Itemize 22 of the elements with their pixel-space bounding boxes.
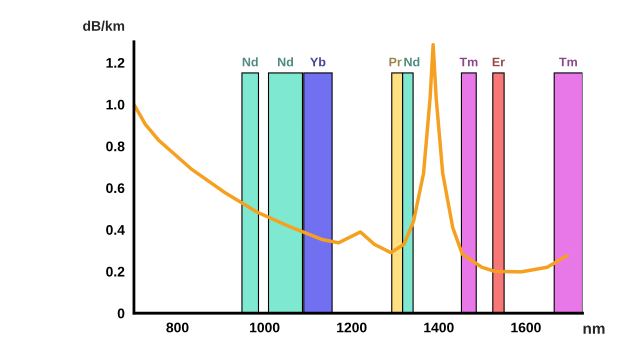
x-axis-title: nm [584, 326, 604, 334]
band-label: Tm [460, 58, 478, 66]
band-label: Tm [559, 58, 577, 66]
y-tick-label: 0.2 [106, 266, 124, 277]
y-tick-label: 1.2 [106, 58, 124, 68]
y-tick-label: 0.4 [106, 225, 125, 235]
y-tick-label: 0.8 [106, 141, 124, 152]
band-label: Pr [389, 58, 402, 66]
y-axis-title: dB/km [83, 20, 124, 32]
band-label: Nd [404, 57, 420, 66]
x-tick-label: 1600 [511, 322, 541, 332]
x-tick-label: 800 [166, 322, 189, 332]
x-tick-label: 1200 [337, 322, 367, 332]
x-tick-label: 1000 [250, 322, 280, 332]
band-label: Er [492, 58, 505, 66]
y-tick-label: 1.0 [106, 100, 124, 110]
band-label: Yb [310, 57, 326, 66]
x-tick-label: 1400 [424, 322, 454, 332]
y-tick-label: 0.6 [106, 183, 124, 194]
y-tick-label: 0 [118, 308, 124, 318]
band-label: Nd [278, 57, 294, 66]
band-label: Nd [242, 57, 258, 66]
